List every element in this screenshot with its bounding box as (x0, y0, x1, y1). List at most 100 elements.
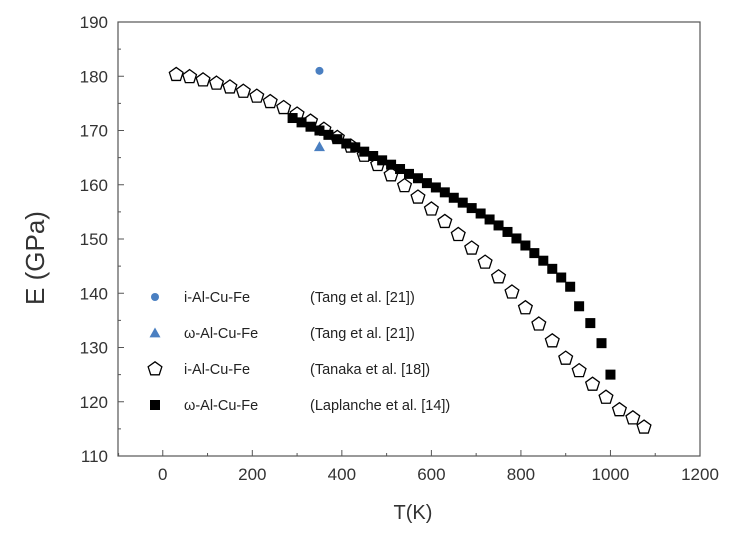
legend-source: (Tanaka et al. [18]) (310, 362, 430, 378)
data-point (410, 189, 426, 204)
data-point (504, 284, 520, 299)
y-tick-label: 120 (80, 393, 108, 412)
legend-item: i-Al-Cu-Fe (Tang et al. [21]) (151, 290, 415, 306)
data-point (377, 155, 388, 166)
data-point (544, 332, 560, 348)
data-point (430, 182, 441, 193)
data-point (296, 117, 307, 128)
legend-label: i-Al-Cu-Fe (184, 290, 250, 306)
data-point (502, 226, 513, 237)
data-point (625, 410, 641, 425)
legend-source: (Laplanche et al. [14]) (310, 398, 450, 414)
data-point (182, 68, 198, 84)
legend-marker (150, 400, 160, 410)
data-point (208, 75, 225, 90)
series-1 (313, 141, 325, 152)
data-point (423, 201, 439, 216)
y-tick-label: 180 (80, 67, 108, 86)
data-point (457, 197, 468, 208)
x-tick-label: 600 (417, 465, 445, 484)
legend-label: i-Al-Cu-Fe (184, 362, 250, 378)
legend-item: ω-Al-Cu-Fe (Laplanche et al. [14]) (150, 398, 450, 414)
y-tick-label: 190 (80, 13, 108, 32)
data-point (323, 129, 334, 140)
data-point (520, 240, 531, 251)
data-point (404, 168, 414, 179)
data-point (556, 272, 567, 283)
x-tick-label: 800 (507, 465, 535, 484)
plot-frame (117, 21, 701, 457)
data-point (235, 83, 251, 98)
legend-source: (Tang et al. [21]) (310, 326, 415, 342)
data-point (222, 79, 238, 94)
data-point (305, 121, 316, 132)
x-tick-label: 400 (328, 465, 356, 484)
data-point (359, 146, 370, 157)
data-point (332, 134, 343, 145)
legend-item: ω-Al-Cu-Fe (Tang et al. [21]) (149, 326, 415, 342)
x-tick-label: 1000 (592, 465, 630, 484)
data-point (439, 187, 450, 198)
legend-label: ω-Al-Cu-Fe (184, 398, 258, 414)
data-point (596, 338, 607, 349)
data-point (350, 142, 361, 153)
data-point (547, 263, 558, 274)
data-point (412, 173, 423, 184)
series-3 (287, 113, 616, 380)
y-tick-label: 160 (80, 176, 108, 195)
data-point (511, 233, 522, 244)
data-point (396, 177, 413, 193)
data-point (466, 203, 477, 214)
data-point (475, 208, 486, 219)
data-point (249, 88, 265, 103)
data-point (490, 268, 507, 284)
y-tick-label: 170 (80, 122, 108, 141)
data-point (287, 113, 298, 124)
data-point (538, 255, 549, 266)
y-tick-label: 110 (81, 447, 108, 466)
data-point (195, 72, 211, 87)
data-point (368, 150, 379, 161)
data-point (605, 369, 616, 380)
data-point (314, 125, 325, 136)
series-0 (315, 66, 324, 75)
data-point (168, 66, 184, 82)
legend-item: i-Al-Cu-Fe (Tanaka et al. [18]) (147, 360, 430, 378)
y-axis-title: E (GPa) (20, 211, 50, 305)
data-point (276, 99, 292, 115)
y-tick-label: 150 (80, 230, 108, 249)
y-tick-label: 140 (80, 284, 108, 303)
data-point (598, 389, 614, 404)
data-point (574, 301, 585, 312)
data-point (262, 93, 278, 109)
legend-source: (Tang et al. [21]) (310, 290, 415, 306)
data-point (611, 401, 628, 417)
x-axis-title: T(K) (394, 502, 433, 524)
legend-marker (147, 360, 163, 376)
data-point (313, 141, 325, 152)
data-point (584, 376, 601, 391)
data-point (565, 281, 576, 292)
data-point (395, 164, 406, 175)
x-tick-label: 200 (238, 465, 266, 484)
data-point (517, 299, 534, 315)
data-point (464, 240, 480, 255)
x-tick-label: 1200 (681, 465, 719, 484)
data-point (571, 362, 587, 378)
legend-label: ω-Al-Cu-Fe (184, 326, 258, 342)
x-tick-label: 0 (158, 465, 167, 484)
data-point (386, 159, 397, 170)
data-point (531, 316, 547, 331)
data-point (448, 192, 459, 203)
y-tick-label: 130 (80, 339, 108, 358)
legend-marker (149, 327, 161, 338)
data-point (484, 214, 495, 225)
data-point (529, 248, 540, 259)
data-point (437, 213, 453, 229)
data-point (315, 66, 324, 75)
data-point (636, 419, 652, 434)
data-point (558, 350, 574, 365)
data-point (341, 138, 352, 149)
legend-marker (151, 293, 159, 301)
